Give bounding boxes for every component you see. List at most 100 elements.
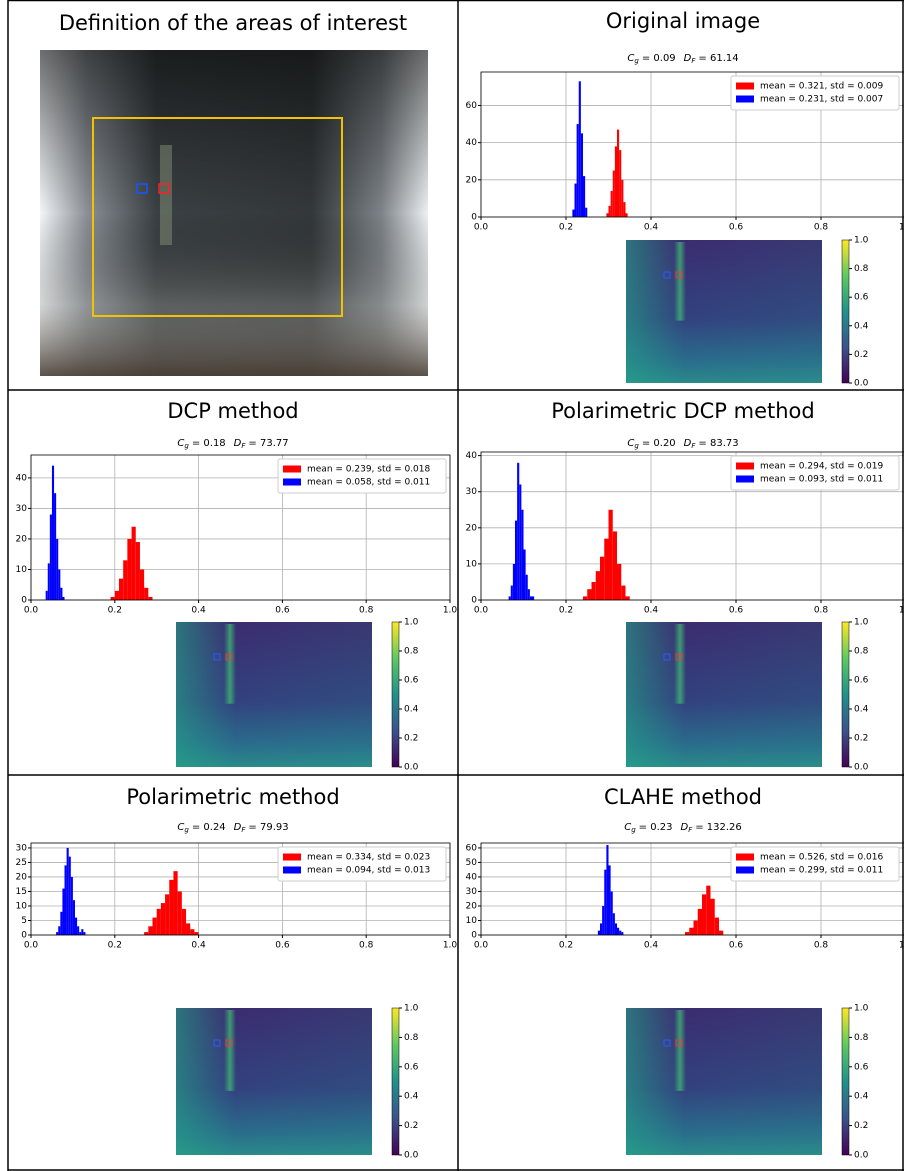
histogram-bar [169, 879, 174, 935]
y-tick-label: 25 [16, 858, 27, 868]
heatmap-glow [176, 1008, 372, 1155]
y-tick-label: 20 [466, 901, 478, 911]
y-tick-label: 60 [466, 101, 478, 111]
x-tick-label: 0.0 [24, 941, 39, 951]
histogram-bar [600, 556, 605, 600]
legend-label: mean = 0.334, std = 0.023 [307, 853, 430, 863]
colorbar [841, 1007, 850, 1156]
histogram-bar [127, 538, 132, 600]
histogram-bar [606, 213, 609, 217]
metric-value: = 83.73 [698, 438, 738, 449]
legend-label: mean = 0.526, std = 0.016 [760, 853, 884, 863]
y-tick-label: 10 [466, 916, 478, 926]
histogram-bar [62, 596, 65, 600]
histogram-bar [614, 146, 617, 217]
histogram-bar [60, 587, 63, 600]
photo-shade [40, 50, 428, 376]
legend-label: mean = 0.094, std = 0.013 [307, 866, 430, 876]
histogram-bar [621, 932, 624, 935]
metric-subscript: F [688, 826, 693, 834]
legend-box [277, 846, 447, 882]
histogram-bar [706, 885, 711, 935]
histogram-bar [160, 903, 166, 935]
x-tick-label: 0.0 [24, 606, 39, 616]
histogram-bar [719, 930, 724, 935]
x-tick-label: 0.6 [729, 606, 744, 616]
legend-box [730, 455, 900, 491]
chart-panel: CLAHE method Cg = 0.23 DF = 132.26 0 10 20 30 40 5… [466, 785, 904, 1161]
panel-title: DCP method [167, 399, 298, 423]
metric-symbol: C [627, 438, 634, 449]
histogram-bar [123, 560, 128, 600]
colorbar-tick-label: 1.0 [854, 618, 869, 628]
histogram-bar [194, 932, 199, 935]
y-tick-label: 30 [16, 843, 28, 853]
legend-label: mean = 0.231, std = 0.007 [760, 95, 883, 105]
legend-swatch [736, 82, 754, 90]
heatmap-streak [674, 624, 686, 704]
histogram-bar [597, 930, 600, 935]
colorbar-tick-label: 0.2 [404, 734, 418, 744]
colorbar-tick-label: 0.6 [854, 676, 869, 686]
histogram-bar [148, 596, 153, 600]
red-region [158, 183, 170, 194]
metric-value: = 73.77 [248, 438, 288, 449]
histogram-bar [135, 542, 140, 600]
y-tick-label: 20 [466, 175, 478, 185]
histogram-bar [702, 894, 707, 935]
x-tick-label: 0.6 [729, 223, 744, 233]
histogram-bar [591, 581, 596, 600]
histogram-bar [532, 596, 535, 600]
legend-box [277, 458, 447, 494]
histogram-bar [148, 926, 153, 935]
histogram-bar [612, 531, 617, 600]
colorbar-tick-label: 0.6 [404, 1062, 419, 1072]
histogram-bar [181, 908, 187, 935]
histogram-bar [68, 856, 71, 935]
histogram-bar [617, 563, 622, 600]
blue-region [136, 183, 148, 194]
y-tick-label: 20 [16, 534, 28, 544]
histogram-bar [621, 179, 624, 217]
colorbar [391, 1007, 400, 1156]
colorbar-tick-label: 1.0 [854, 236, 869, 246]
y-tick-label: 40 [466, 872, 478, 882]
histogram-bar [583, 176, 586, 217]
histogram-bar [623, 202, 626, 217]
histogram-bar [58, 569, 61, 600]
x-tick-label: 0.4 [644, 606, 659, 616]
colorbar [391, 621, 400, 768]
colorbar-tick-label: 0.8 [854, 1033, 869, 1043]
colorbar-tick-label: 0.2 [854, 1121, 868, 1131]
colorbar-tick-label: 0.8 [854, 647, 869, 657]
metric-value: = 132.26 [695, 822, 742, 833]
histogram-bar [604, 538, 609, 600]
subtitle: Cg = 0.18 DF = 73.77 [177, 438, 288, 450]
heatmap-streak [224, 624, 236, 704]
subtitle: Cg = 0.24 DF = 79.93 [177, 822, 288, 834]
heatmap-streak [674, 1010, 686, 1091]
red-region [225, 653, 233, 661]
histogram-bar [60, 911, 63, 935]
blue-region [663, 1039, 671, 1047]
legend-swatch [736, 95, 754, 103]
blue-region [663, 653, 671, 661]
y-tick-label: 5 [21, 916, 27, 926]
legend-label: mean = 0.093, std = 0.011 [760, 475, 883, 485]
legend-swatch [283, 866, 301, 874]
colorbar-tick-label: 0.8 [404, 647, 419, 657]
y-tick-label: 40 [466, 451, 478, 461]
histogram-bar [515, 520, 518, 600]
histogram-bar [580, 133, 583, 217]
metric-symbol: D [680, 822, 688, 833]
histogram-bar [156, 908, 161, 935]
x-tick-label: 0.8 [359, 941, 374, 951]
x-tick-label: 0.4 [191, 941, 206, 951]
histogram-bar [529, 596, 532, 600]
histogram-bar [527, 589, 530, 600]
histogram-bar [572, 209, 575, 217]
histogram-bar [610, 891, 613, 935]
x-tick-label: 0.4 [191, 606, 206, 616]
metric-subscript: F [691, 57, 696, 65]
histogram-bar [576, 124, 579, 217]
